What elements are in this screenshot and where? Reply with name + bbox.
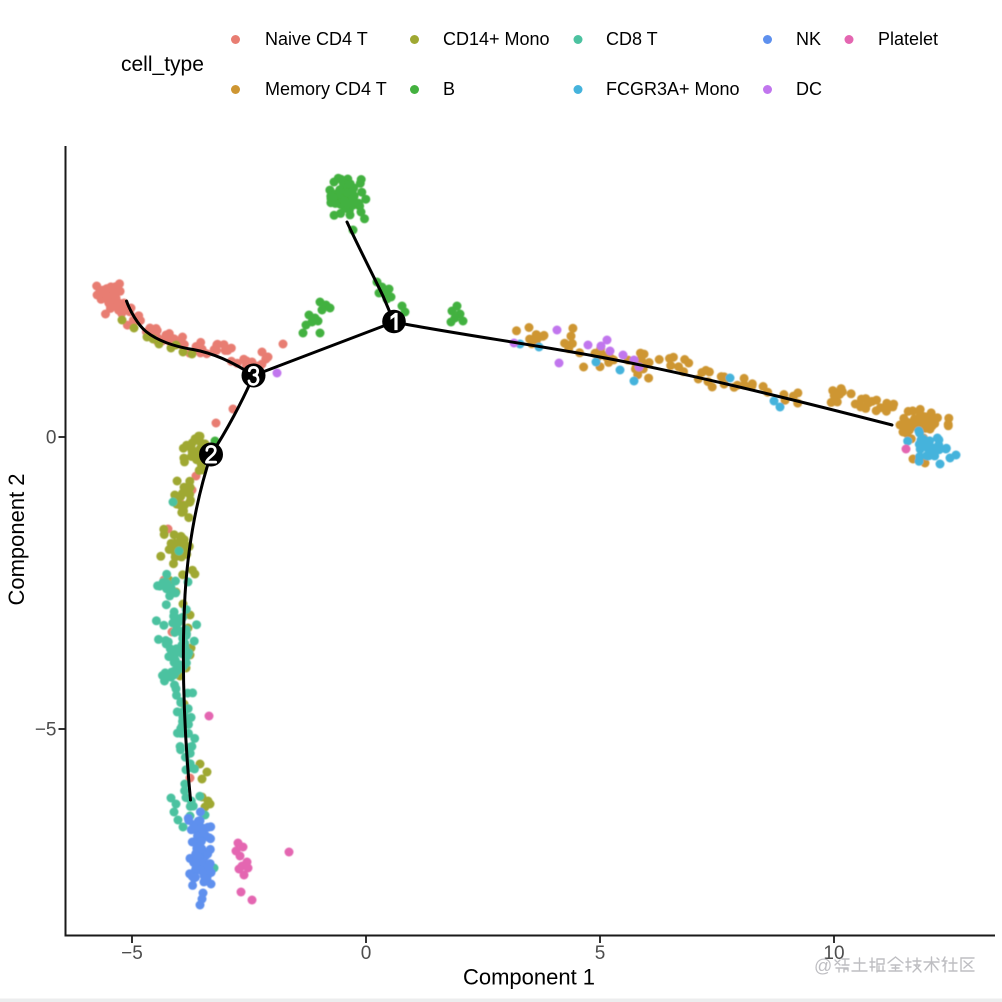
svg-text:@: @ <box>814 956 832 976</box>
svg-text:Component 2: Component 2 <box>4 473 29 605</box>
svg-text:Memory CD4 T: Memory CD4 T <box>265 79 387 99</box>
svg-text:5: 5 <box>595 943 606 964</box>
svg-text:FCGR3A+ Mono: FCGR3A+ Mono <box>606 79 740 99</box>
svg-text:−5: −5 <box>121 943 143 964</box>
svg-text:CD8 T: CD8 T <box>606 29 658 49</box>
svg-text:B: B <box>443 79 455 99</box>
svg-text:NK: NK <box>796 29 821 49</box>
svg-text:Naive CD4 T: Naive CD4 T <box>265 29 368 49</box>
svg-text:Component 1: Component 1 <box>463 965 595 990</box>
svg-text:CD14+ Mono: CD14+ Mono <box>443 29 550 49</box>
svg-text:Platelet: Platelet <box>878 29 938 49</box>
svg-text:DC: DC <box>796 79 822 99</box>
svg-text:0: 0 <box>361 943 372 964</box>
svg-text:0: 0 <box>46 428 57 449</box>
svg-text:10: 10 <box>823 943 844 964</box>
svg-text:cell_type: cell_type <box>121 53 204 76</box>
svg-text:−5: −5 <box>35 720 57 741</box>
